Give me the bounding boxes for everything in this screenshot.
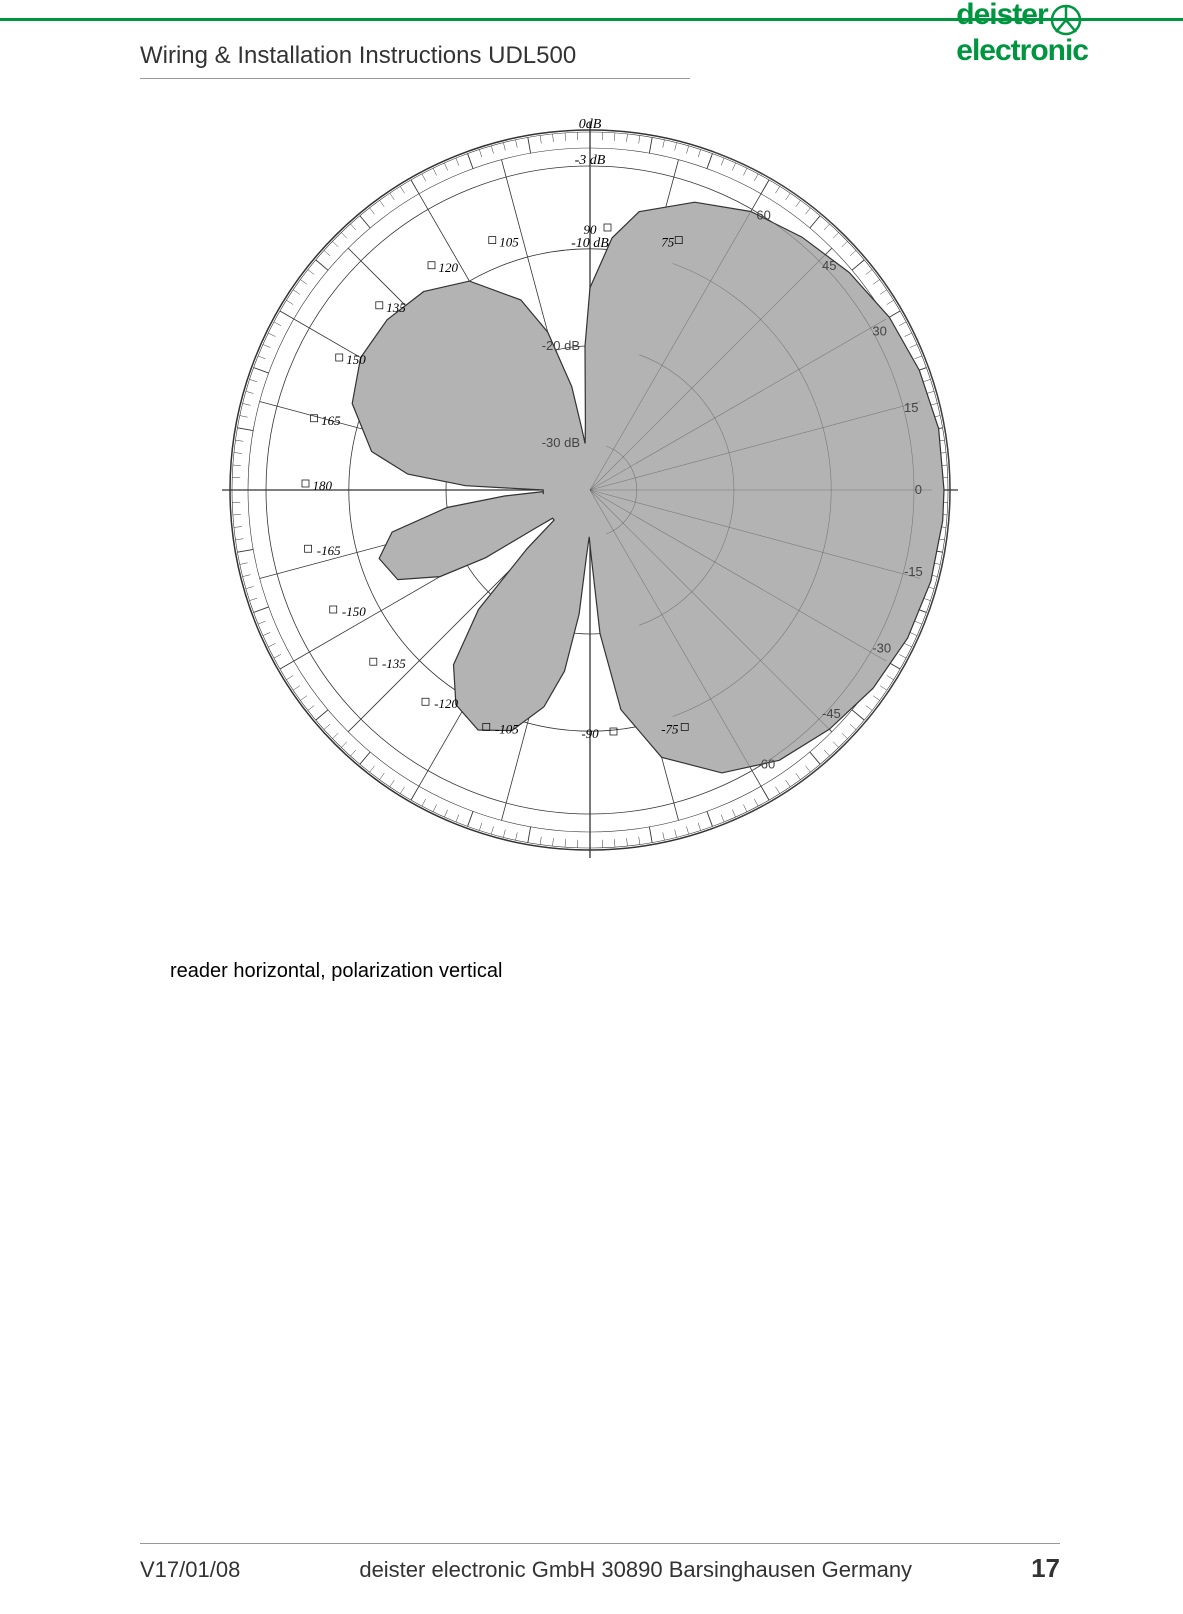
svg-text:135: 135 — [386, 300, 406, 315]
svg-text:0: 0 — [915, 482, 922, 497]
svg-text:-20 dB: -20 dB — [542, 338, 580, 353]
page-footer: V17/01/08 deister electronic GmbH 30890 … — [140, 1553, 1060, 1584]
svg-text:-75: -75 — [661, 721, 679, 736]
svg-text:-45: -45 — [822, 706, 841, 721]
svg-text:30: 30 — [872, 324, 886, 339]
svg-text:-120: -120 — [434, 696, 458, 711]
svg-text:-60: -60 — [756, 756, 775, 771]
svg-text:-15: -15 — [904, 564, 923, 579]
page-header: Wiring & Installation Instructions UDL50… — [140, 42, 1060, 70]
svg-text:-30: -30 — [872, 640, 891, 655]
svg-text:90: 90 — [584, 222, 598, 237]
footer-divider — [140, 1543, 1060, 1544]
svg-text:-135: -135 — [382, 656, 406, 671]
svg-text:120: 120 — [439, 260, 459, 275]
svg-text:-105: -105 — [495, 721, 519, 736]
svg-text:150: 150 — [346, 352, 366, 367]
chart-caption: reader horizontal, polarization vertical — [170, 960, 502, 983]
logo-antenna-icon — [1050, 4, 1082, 36]
company-address: deister electronic GmbH 30890 Barsinghau… — [359, 1557, 912, 1583]
svg-text:-150: -150 — [342, 604, 366, 619]
svg-text:-3 dB: -3 dB — [575, 153, 606, 168]
polar-radiation-chart: 0dB -3 dB -10 dB -20 dB -30 dB 90 75 105 120 135 1… — [200, 100, 980, 880]
svg-text:45: 45 — [822, 258, 836, 273]
svg-text:15: 15 — [904, 400, 918, 415]
logo-text-top: deister — [956, 0, 1047, 31]
svg-text:75: 75 — [661, 235, 675, 250]
svg-text:-30 dB: -30 dB — [542, 435, 580, 450]
svg-text:165: 165 — [321, 413, 341, 428]
svg-text:180: 180 — [313, 478, 333, 493]
svg-text:-165: -165 — [317, 543, 341, 558]
header-underline — [140, 78, 690, 79]
svg-text:60: 60 — [756, 208, 770, 223]
svg-text:-90: -90 — [581, 726, 599, 741]
svg-text:-10 dB: -10 dB — [571, 236, 609, 251]
svg-text:105: 105 — [499, 235, 519, 250]
svg-text:0dB: 0dB — [579, 117, 602, 132]
document-title: Wiring & Installation Instructions UDL50… — [140, 42, 576, 70]
page-number: 17 — [1031, 1553, 1060, 1584]
doc-version: V17/01/08 — [140, 1557, 240, 1583]
